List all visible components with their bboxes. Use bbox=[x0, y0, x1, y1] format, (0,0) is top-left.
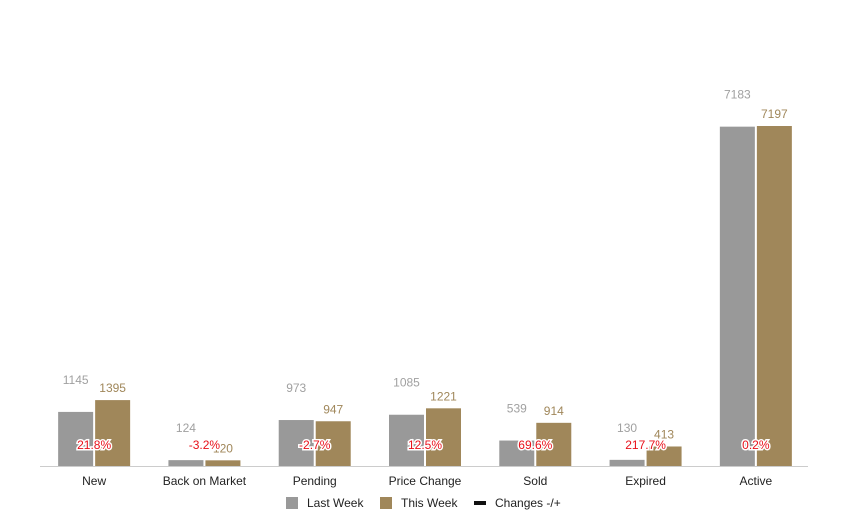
change-label-expired: 217.7% bbox=[625, 438, 666, 452]
change-label-price-change: 12.5% bbox=[408, 438, 442, 452]
category-label-price-change: Price Change bbox=[389, 474, 462, 488]
value-label-group: 1145 1395 124 120 973 947 1085 1221 539 914 130 413… bbox=[63, 88, 788, 456]
change-label-active: 0.2% bbox=[742, 438, 770, 452]
value-label-last-week-pending: 973 bbox=[286, 381, 306, 395]
value-label-last-week-expired: 130 bbox=[617, 421, 637, 435]
bar-this-week-active bbox=[756, 126, 792, 466]
bar-this-week-price-change bbox=[426, 408, 461, 466]
legend-swatch-last-week bbox=[286, 497, 298, 509]
category-label-back-on-market: Back on Market bbox=[163, 474, 247, 488]
bar-last-week-sold bbox=[499, 440, 535, 466]
value-label-last-week-active: 7183 bbox=[724, 88, 751, 102]
bar-last-week-active bbox=[719, 126, 755, 467]
change-label-new: 21.8% bbox=[77, 438, 111, 452]
value-label-last-week-new: 1145 bbox=[63, 373, 89, 387]
change-label-back-on-market: -3.2% bbox=[189, 438, 221, 452]
value-label-this-week-price-change: 1221 bbox=[430, 389, 457, 403]
legend: Last Week This Week Changes -/+ bbox=[286, 496, 561, 510]
legend-label-changes: Changes -/+ bbox=[495, 496, 561, 510]
bar-this-week-sold bbox=[536, 422, 572, 466]
change-label-group: 21.8% -3.2% -2.7% 12.5% 69.6% 217.7% 0.2% bbox=[76, 437, 772, 454]
bar-last-week-back-on-market bbox=[168, 460, 204, 466]
value-label-this-week-pending: 947 bbox=[323, 402, 343, 416]
legend-label-this-week: This Week bbox=[401, 496, 458, 510]
bar-this-week-new bbox=[95, 400, 131, 466]
category-label-group: New Back on Market Pending Price Change Sold… bbox=[82, 474, 772, 488]
category-label-pending: Pending bbox=[293, 474, 337, 488]
legend-swatch-this-week bbox=[380, 497, 392, 509]
value-label-this-week-active: 7197 bbox=[761, 107, 788, 121]
bar-last-week-pending bbox=[278, 420, 314, 466]
legend-label-last-week: Last Week bbox=[307, 496, 364, 510]
change-label-sold: 69.6% bbox=[518, 438, 552, 452]
category-label-expired: Expired bbox=[625, 474, 666, 488]
bar-last-week-price-change bbox=[389, 414, 424, 466]
bar-this-week-pending bbox=[315, 421, 351, 466]
category-label-active: Active bbox=[740, 474, 773, 488]
bar-last-week-new bbox=[58, 411, 94, 466]
value-label-this-week-new: 1395 bbox=[99, 381, 126, 395]
change-label-pending: -2.7% bbox=[299, 438, 331, 452]
value-label-last-week-sold: 539 bbox=[507, 402, 527, 416]
legend-swatch-changes bbox=[474, 501, 486, 505]
bar-this-week-back-on-market bbox=[205, 460, 241, 466]
value-label-last-week-back-on-market: 124 bbox=[176, 421, 196, 435]
bar-last-week-expired bbox=[609, 459, 645, 466]
value-label-this-week-back-on-market: 120 bbox=[213, 441, 233, 455]
category-label-new: New bbox=[82, 474, 106, 488]
bar-group bbox=[58, 126, 792, 467]
category-label-sold: Sold bbox=[523, 474, 547, 488]
value-label-this-week-expired: 413 bbox=[654, 427, 674, 441]
value-label-this-week-sold: 914 bbox=[544, 404, 564, 418]
bar-this-week-expired bbox=[646, 446, 682, 466]
value-label-last-week-price-change: 1085 bbox=[393, 376, 420, 390]
